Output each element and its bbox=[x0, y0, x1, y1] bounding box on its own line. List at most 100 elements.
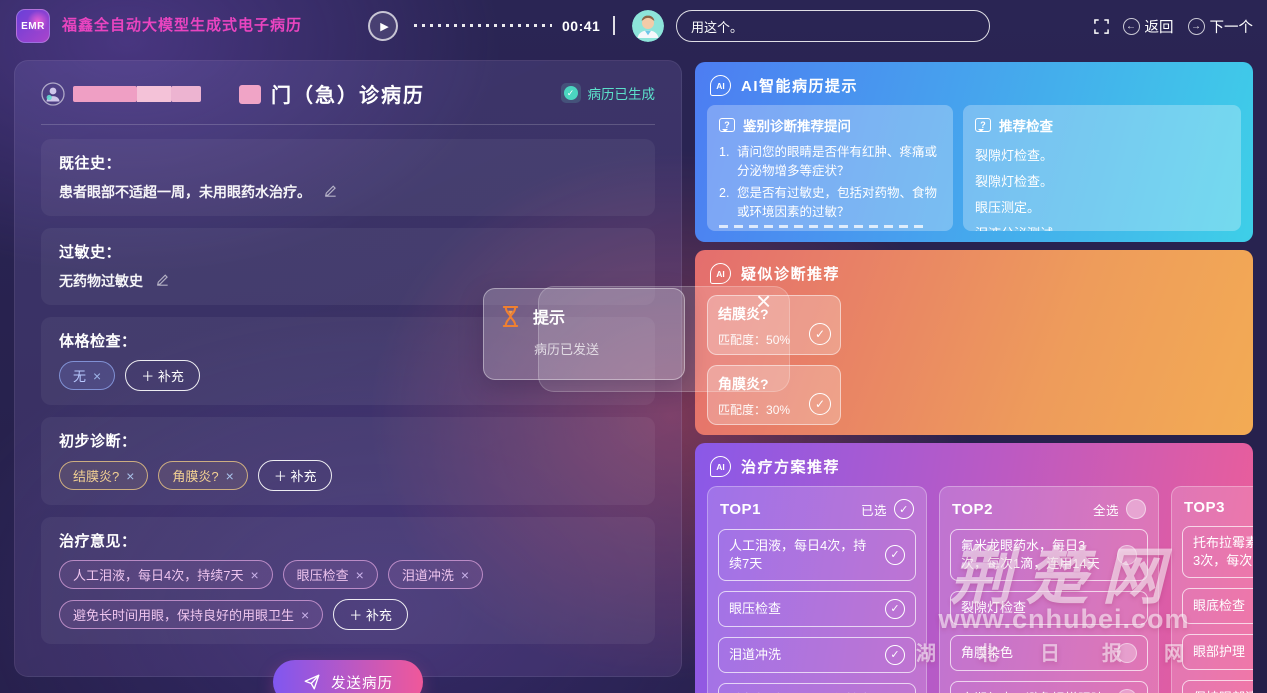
item-check-icon[interactable]: ✓ bbox=[885, 545, 905, 565]
toast-notification: 提示 病历已发送 bbox=[483, 288, 685, 380]
add-treatment-button[interactable]: ＋ 补充 bbox=[333, 599, 408, 630]
plan-item[interactable]: 保持眼部清洁 bbox=[1182, 680, 1253, 693]
plan-item[interactable]: 角膜染色 bbox=[950, 635, 1148, 671]
treatment-tag[interactable]: 避免长时间用眼，保持良好的用眼卫生 × bbox=[59, 600, 324, 629]
plan-item[interactable]: 人工泪液，每日4次，持续7天 ✓ bbox=[718, 529, 916, 581]
app-logo: EMR bbox=[16, 9, 50, 43]
next-button[interactable]: → 下一个 bbox=[1187, 16, 1254, 37]
play-button[interactable]: ▶ bbox=[368, 11, 398, 41]
medical-record-panel: 门（急）诊病历 ✓ 病历已生成 既往史： 患者眼部不适超一周，未用眼药水治疗。 … bbox=[14, 60, 682, 693]
question-card-title: 鉴别诊断推荐提问 bbox=[743, 119, 851, 134]
plan-item[interactable]: 眼压检查 ✓ bbox=[718, 591, 916, 627]
remove-tag-icon[interactable]: × bbox=[93, 367, 102, 384]
check-item: 裂隙灯检查。 bbox=[975, 174, 1054, 189]
diagnosis-card-keratitis[interactable]: 角膜炎? 匹配度：30% ✓ bbox=[707, 365, 841, 425]
plan-item[interactable]: 氟米龙眼药水，每日3次，每次1滴，连用14天 bbox=[950, 529, 1148, 581]
add-physical-button[interactable]: ＋ 补充 bbox=[125, 360, 200, 391]
item-radio[interactable] bbox=[1117, 689, 1137, 693]
suspected-diagnosis-panel: AI 疑似诊断推荐 结膜炎? 匹配度：50% ✓ 角膜炎? 匹配度：30% ✓ bbox=[695, 250, 1253, 435]
record-sections: 既往史： 患者眼部不适超一周，未用眼药水治疗。 过敏史： 无药物过敏史 体格检查… bbox=[15, 125, 681, 693]
remove-tag-icon[interactable]: × bbox=[250, 566, 259, 583]
section-label: 治疗意见： bbox=[59, 533, 137, 550]
check-item: 泪液分泌测试。 bbox=[975, 221, 1229, 231]
edit-pencil-icon[interactable] bbox=[323, 183, 338, 201]
section-label: 过敏史： bbox=[59, 244, 122, 261]
patient-edit-redacted bbox=[239, 84, 261, 104]
remove-tag-icon[interactable]: × bbox=[225, 467, 234, 484]
match-label: 匹配度： bbox=[718, 403, 767, 417]
item-check-icon[interactable]: ✓ bbox=[885, 645, 905, 665]
item-radio[interactable] bbox=[1117, 643, 1137, 663]
check-item: 眼压测定。 bbox=[975, 200, 1041, 215]
column-action-label: 全选 bbox=[1092, 503, 1119, 518]
column-action-label: 已选 bbox=[860, 503, 887, 518]
match-value: 50% bbox=[766, 333, 791, 347]
app-logo-text: EMR bbox=[21, 20, 45, 32]
question-item: 1. 请问您的眼睛是否伴有红肿、疼痛或分泌物增多等症状？ bbox=[719, 145, 938, 178]
past-history-text: 患者眼部不适超一周，未用眼药水治疗。 bbox=[59, 184, 311, 200]
edit-pencil-icon[interactable] bbox=[155, 272, 170, 290]
selected-check-icon[interactable]: ✓ bbox=[894, 499, 914, 519]
patient-avatar-icon bbox=[41, 82, 65, 106]
match-value: 30% bbox=[766, 403, 791, 417]
prompt-input[interactable] bbox=[676, 10, 990, 42]
remove-tag-icon[interactable]: × bbox=[126, 467, 135, 484]
question-bubble-icon: ? bbox=[975, 118, 991, 132]
plan-column-top2: TOP2 全选 氟米龙眼药水，每日3次，每次1滴，连用14天 裂隙灯检查 角膜染… bbox=[939, 486, 1159, 693]
plan-item[interactable]: 眼底检查 bbox=[1182, 588, 1253, 624]
toast-message: 病历已发送 bbox=[534, 342, 600, 357]
plan-column-top1: TOP1 已选 ✓ 人工泪液，每日4次，持续7天 ✓ 眼压检查 ✓ 泪道冲洗 ✓… bbox=[707, 486, 927, 693]
check-card-title: 推荐检查 bbox=[999, 119, 1053, 134]
header-actions: ← 返回 → 下一个 bbox=[1093, 0, 1254, 52]
ai-badge-icon: AI bbox=[710, 456, 731, 477]
remove-tag-icon[interactable]: × bbox=[460, 566, 470, 583]
next-arrow-icon: → bbox=[1187, 17, 1205, 35]
treatment-plans-title: 治疗方案推荐 bbox=[741, 459, 841, 476]
send-record-button[interactable]: 发送病历 bbox=[273, 660, 423, 693]
close-icon[interactable]: × bbox=[756, 286, 772, 316]
select-check-icon[interactable]: ✓ bbox=[809, 323, 831, 345]
ai-badge-icon: AI bbox=[710, 263, 731, 284]
fullscreen-button[interactable] bbox=[1093, 18, 1109, 34]
top-bar: EMR 福鑫全自动大模型生成式电子病历 ▶ 00:41 ← 返回 → 下一个 bbox=[0, 0, 1267, 52]
match-label: 匹配度： bbox=[718, 333, 767, 347]
plan-item[interactable]: 托布拉霉素眼药水，每日3次，每次1滴，10天 bbox=[1182, 526, 1253, 578]
diagnosis-tag[interactable]: 角膜炎? × bbox=[158, 461, 248, 490]
select-check-icon[interactable]: ✓ bbox=[809, 393, 831, 415]
plan-item[interactable]: 定期复查，避免揉搓眼睛 bbox=[950, 681, 1148, 693]
plan-item[interactable]: 泪道冲洗 ✓ bbox=[718, 637, 916, 673]
toast-glass-layer bbox=[538, 286, 790, 392]
plan-item[interactable]: 裂隙灯检查 bbox=[950, 591, 1148, 625]
plan-item[interactable]: 避免长时间用眼，保持良好的用眼卫生 ✓ bbox=[718, 683, 916, 693]
plan-item[interactable]: 眼部护理 bbox=[1182, 634, 1253, 670]
physical-tag-none[interactable]: 无 × bbox=[59, 361, 116, 390]
back-label: 返回 bbox=[1144, 19, 1174, 36]
section-label: 既往史： bbox=[59, 155, 122, 172]
plan-column-top3: TOP3 托布拉霉素眼药水，每日3次，每次1滴，10天 眼底检查 眼部护理 保持… bbox=[1171, 486, 1253, 693]
patient-info bbox=[41, 82, 261, 106]
column-name: TOP1 bbox=[720, 500, 761, 518]
progress-dots bbox=[414, 24, 552, 27]
add-diagnosis-button[interactable]: ＋ 补充 bbox=[257, 460, 333, 491]
section-past-history: 既往史： 患者眼部不适超一周，未用眼药水治疗。 bbox=[41, 139, 655, 216]
diagnosis-card-conjunctivitis[interactable]: 结膜炎? 匹配度：50% ✓ bbox=[707, 295, 841, 355]
treatment-tag[interactable]: 人工泪液，每日4次，持续7天 × bbox=[59, 560, 273, 589]
section-preliminary-diagnosis: 初步诊断： 结膜炎? × 角膜炎? × ＋ 补充 bbox=[41, 417, 655, 505]
next-label: 下一个 bbox=[1209, 19, 1254, 36]
back-button[interactable]: ← 返回 bbox=[1122, 16, 1174, 37]
remove-tag-icon[interactable]: × bbox=[301, 606, 310, 623]
ai-tips-panel: AI AI智能病历提示 ? 鉴别诊断推荐提问 1. 请问您的眼睛是否伴有红肿、疼… bbox=[695, 62, 1253, 242]
play-icon: ▶ bbox=[380, 20, 389, 33]
item-radio[interactable] bbox=[1117, 545, 1137, 565]
treatment-tag[interactable]: 眼压检查 × bbox=[282, 560, 378, 589]
item-check-icon[interactable]: ✓ bbox=[885, 599, 905, 619]
select-all-radio[interactable] bbox=[1126, 499, 1146, 519]
remove-tag-icon[interactable]: × bbox=[355, 566, 364, 583]
ai-tips-title: AI智能病历提示 bbox=[741, 78, 859, 95]
diagnosis-tag[interactable]: 结膜炎? × bbox=[59, 461, 149, 490]
status-check-icon: ✓ bbox=[560, 83, 581, 103]
treatment-tag[interactable]: 泪道冲洗 × bbox=[387, 560, 484, 589]
status-label: 病历已生成 bbox=[587, 87, 656, 102]
header-divider bbox=[613, 16, 615, 35]
doctor-avatar-image bbox=[632, 10, 664, 42]
